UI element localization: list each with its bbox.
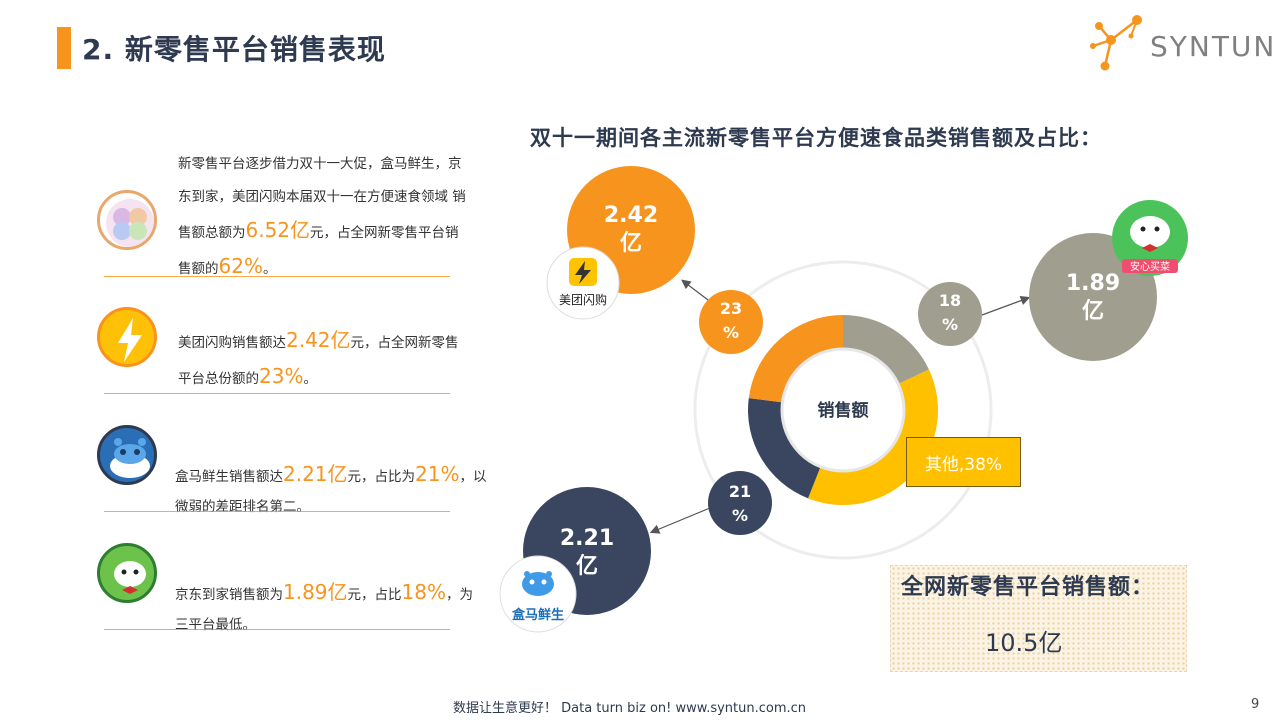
row-1-divider: [104, 276, 450, 277]
meituan-logo-icon: 美团闪购: [546, 246, 620, 320]
pct-hema-sign: %: [732, 506, 748, 525]
donut-hole: [780, 347, 906, 473]
amount-meituan-num: 2.42: [604, 203, 658, 228]
row-3-divider: [104, 511, 450, 512]
row-4-divider: [104, 629, 450, 630]
summary-value: 10.5亿: [985, 629, 1063, 657]
hema-logo-text: 盒马鲜生: [512, 607, 564, 623]
row-1-text: 新零售平台逐步借力双十一大促，盒马鲜生，京东到家，美团闪购本届双十一在方便速食领…: [178, 156, 466, 278]
amount-jd-unit: 亿: [1082, 299, 1104, 324]
arrow-jd: [981, 295, 1031, 316]
amount-hema-unit: 亿: [576, 554, 598, 579]
pct-jd-num: 18: [939, 291, 961, 310]
chart-title: 双十一期间各主流新零售平台方便速食品类销售额及占比：: [530, 126, 1102, 150]
jd-logo-text: 安心买菜: [1130, 260, 1170, 273]
pct-bubble-meituan: [699, 290, 763, 354]
donut-slice-0: [843, 315, 929, 385]
pct-jd-sign: %: [942, 315, 958, 334]
amount-meituan-unit: 亿: [620, 231, 642, 256]
other-slice-callout: 其他,38%: [906, 437, 1021, 487]
jd-dog-icon: [97, 543, 157, 603]
pct-meituan-num: 23: [720, 299, 742, 318]
amount-hema-num: 2.21: [560, 526, 614, 551]
row-2-text: 美团闪购销售额达2.42亿元，占全网新零售平台总份额的23%。: [178, 328, 459, 388]
jd-logo-icon: 安心买菜: [1112, 200, 1188, 276]
footer-tagline: 数据让生意更好！ Data turn biz on! www.syntun.co…: [453, 701, 807, 716]
pct-hema-num: 21: [729, 482, 751, 501]
summary-box: [890, 565, 1187, 672]
donut-slice-3: [748, 315, 843, 403]
pct-meituan-sign: %: [723, 323, 739, 342]
brand-wordmark: SYNTUN: [1150, 30, 1277, 63]
hippo-icon: [97, 425, 157, 485]
pct-bubble-jd: [918, 282, 982, 346]
title-accent-bar: [57, 27, 71, 69]
center-label: 销售额: [818, 400, 869, 421]
arrow-meituan: [681, 279, 713, 304]
meituan-logo-text: 美团闪购: [559, 292, 607, 307]
outer-guide-ring: [693, 260, 993, 560]
donut-slice-2: [747, 398, 821, 499]
hema-logo-icon: 盒马鲜生: [499, 555, 577, 633]
row-4-text: 京东到家销售额为1.89亿元，占比18%，为三平台最低。: [175, 580, 473, 633]
collage-icon: [97, 190, 157, 250]
page-title: 2. 新零售平台销售表现: [82, 33, 386, 66]
arrow-hema: [649, 507, 711, 534]
amount-jd-num: 1.89: [1066, 271, 1120, 296]
lightning-icon: [97, 307, 157, 367]
page-number: 9: [1251, 697, 1260, 712]
summary-title: 全网新零售平台销售额：: [901, 575, 1155, 600]
pct-bubble-hema: [708, 471, 772, 535]
syntun-logo-icon: [1090, 15, 1142, 71]
row-2-divider: [104, 393, 450, 394]
